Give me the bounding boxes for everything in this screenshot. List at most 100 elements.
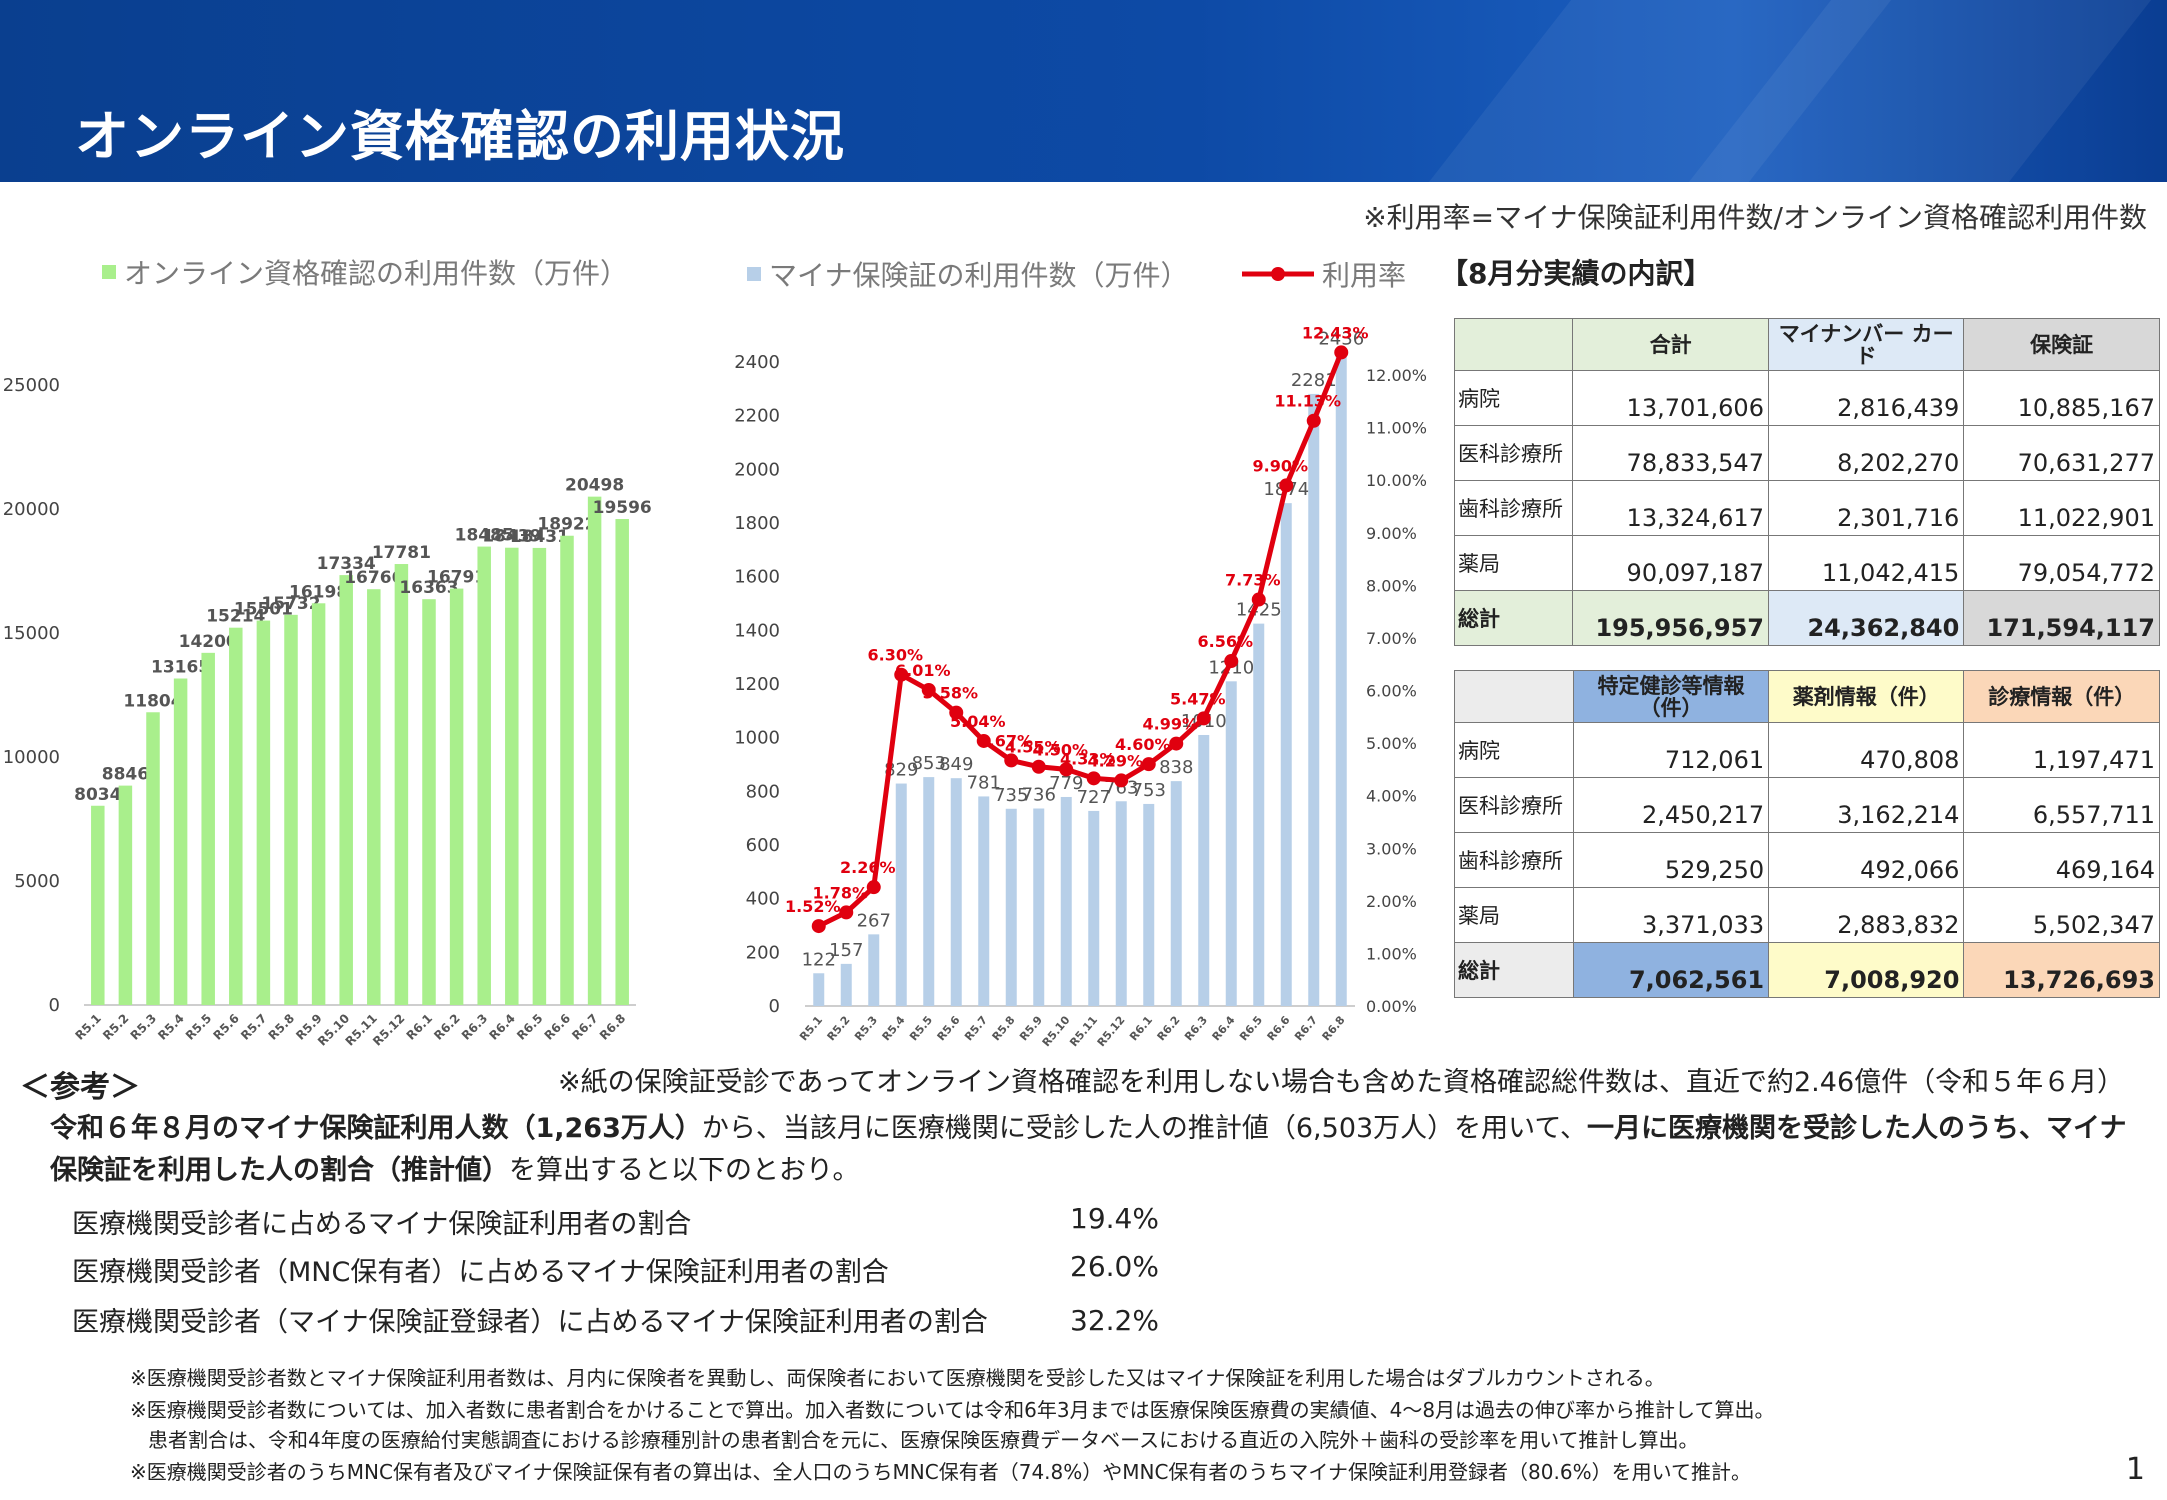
table-cell: 24,362,840	[1767, 590, 1965, 646]
right-right-y-tick-label: 9.00%	[1366, 524, 1417, 543]
row-label: 病院	[1453, 370, 1574, 426]
table-header-cell: 診療情報（件）	[1963, 670, 2160, 723]
right-bar-label: 829	[884, 760, 918, 781]
right-left-y-tick-label: 800	[746, 781, 780, 802]
table-header-cell: 保険証	[1963, 318, 2160, 371]
right-left-y-tick-label: 1400	[734, 620, 780, 641]
left-bar	[311, 603, 326, 1005]
left-bar-label: 18439	[482, 527, 541, 547]
left-bar-label: 8034	[74, 785, 121, 805]
rate-label: 2.26%	[840, 858, 896, 877]
rate-label: 6.56%	[1197, 632, 1253, 651]
table-cell: 5,502,347	[1963, 887, 2160, 943]
left-bar	[256, 620, 271, 1005]
right-bar	[1253, 623, 1265, 1006]
rate-label: 4.55%	[1005, 738, 1061, 757]
left-x-tick-label: R5.2	[100, 1011, 131, 1042]
right-bar-label: 122	[802, 949, 836, 970]
breakdown-table-1: 合計 マイナンバー カード 保険証 病院 13,701,606 2,816,43…	[1453, 318, 2160, 646]
page-number: 1	[2125, 1452, 2145, 1487]
rate-point	[921, 682, 936, 697]
table-cell: 469,164	[1963, 832, 2160, 888]
table-header-cell	[1453, 318, 1574, 371]
left-x-tick-label: R5.5	[183, 1011, 214, 1042]
rate-label: 12.43%	[1302, 323, 1369, 342]
right-bar-label: 267	[857, 910, 891, 931]
rate-point	[866, 880, 881, 895]
row-label: 薬局	[1453, 535, 1574, 591]
row-label: 医科診療所	[1454, 777, 1574, 833]
right-x-tick-label: R6.7	[1292, 1014, 1320, 1044]
right-bar	[1088, 810, 1100, 1006]
left-bar	[560, 535, 574, 1005]
right-bar	[1225, 681, 1237, 1006]
right-x-tick-label: R5.4	[880, 1013, 908, 1043]
ratio-value-1: 19.4%	[1070, 1202, 1159, 1235]
table-row: 歯科診療所 529,250 492,066 469,164	[1454, 832, 2160, 888]
rate-point	[1251, 592, 1266, 607]
rate-label: 6.01%	[895, 661, 951, 680]
left-bar	[229, 627, 243, 1005]
left-y-tick-label: 5000	[14, 871, 60, 892]
left-x-tick-label: R6.7	[569, 1011, 600, 1042]
right-bar	[1335, 352, 1347, 1007]
left-bar-label: 18922	[537, 515, 596, 535]
right-bar	[1060, 796, 1072, 1006]
left-x-tick-label: R6.6	[542, 1011, 573, 1042]
left-y-tick-label: 25000	[3, 375, 60, 396]
right-x-tick-label: R6.1	[1127, 1014, 1155, 1044]
rate-point	[811, 919, 826, 934]
rate-label: 6.30%	[867, 646, 923, 665]
ratio-value-3: 32.2%	[1070, 1304, 1159, 1337]
right-right-y-tick-label: 3.00%	[1366, 839, 1417, 858]
row-label: 薬局	[1454, 887, 1574, 943]
right-right-y-tick-label: 2.00%	[1366, 892, 1417, 911]
left-x-tick-label: R5.8	[266, 1011, 297, 1042]
right-bar	[1005, 808, 1017, 1006]
table-cell: 10,885,167	[1963, 370, 2160, 426]
table-cell: 90,097,187	[1572, 535, 1769, 591]
breakdown-title: 【8月分実績の内訳】	[1440, 257, 1712, 290]
left-x-tick-label: R6.3	[459, 1011, 490, 1042]
row-label: 病院	[1454, 722, 1574, 778]
right-bar	[895, 783, 907, 1006]
table-header-cell: 薬剤情報（件）	[1768, 670, 1965, 723]
table-row: 薬局 3,371,033 2,883,832 5,502,347	[1454, 887, 2160, 943]
right-bar	[1115, 801, 1127, 1006]
table-cell: 529,250	[1572, 832, 1770, 888]
rate-label: 4.50%	[1032, 740, 1088, 759]
table-header-row: 合計 マイナンバー カード 保険証	[1453, 318, 2160, 371]
left-bar-label: 11804	[123, 691, 182, 711]
rate-label: 4.33%	[1060, 749, 1116, 768]
rate-label: 9.90%	[1252, 456, 1308, 475]
left-x-tick-label: R6.1	[404, 1011, 435, 1042]
rate-point	[1279, 478, 1294, 493]
right-left-y-tick-label: 0	[769, 996, 780, 1017]
table-cell: 78,833,547	[1572, 425, 1769, 481]
right-bar-label: 753	[1132, 780, 1166, 801]
right-x-tick-label: R5.8	[990, 1014, 1018, 1044]
left-bar-label: 16766	[344, 568, 403, 588]
right-right-y-tick-label: 8.00%	[1366, 576, 1417, 595]
left-bar	[394, 564, 409, 1005]
left-bar-label: 18431	[510, 527, 569, 547]
right-x-tick-label: R6.5	[1237, 1014, 1265, 1044]
right-x-tick-label: R5.3	[852, 1014, 880, 1044]
left-y-tick-label: 20000	[3, 499, 60, 520]
rate-point	[1334, 345, 1349, 360]
right-x-tick-label: R5.5	[907, 1014, 935, 1044]
left-bar	[587, 496, 602, 1005]
rate-label: 5.04%	[950, 712, 1006, 731]
right-bar-label: 779	[1049, 773, 1083, 794]
right-left-y-tick-label: 2400	[734, 352, 780, 373]
ratio-label-2: 医療機関受診者（MNC保有者）に占めるマイナ保険証利用者の割合	[72, 1257, 889, 1288]
left-bar	[284, 614, 298, 1005]
row-label: 総計	[1453, 590, 1574, 646]
row-label: 歯科診療所	[1454, 832, 1574, 888]
table-header-cell	[1454, 670, 1574, 723]
table-cell: 2,301,716	[1767, 480, 1965, 536]
rate-point	[1114, 773, 1129, 788]
left-x-tick-label: R5.12	[370, 1011, 407, 1048]
right-bar	[1170, 781, 1182, 1006]
rate-point	[839, 905, 854, 920]
